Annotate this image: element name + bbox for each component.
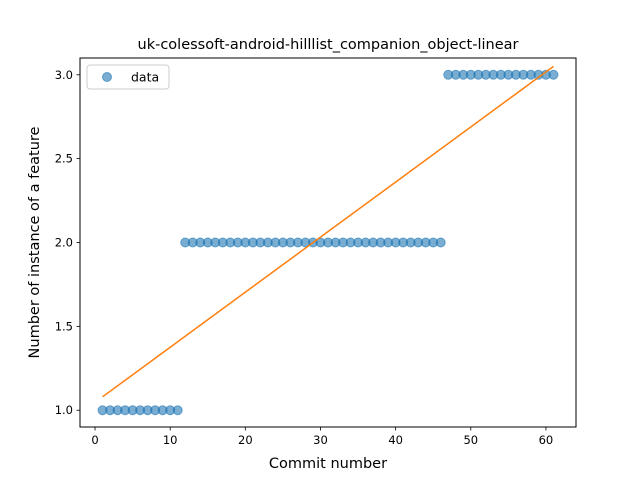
x-tick-label: 50: [463, 433, 478, 447]
y-tick-label: 1.0: [55, 403, 73, 417]
legend: data: [86, 64, 170, 90]
legend-marker-data: [102, 72, 112, 82]
x-tick-label: 10: [163, 433, 178, 447]
legend-box: [86, 64, 170, 90]
x-tick-label: 60: [539, 433, 554, 447]
plot-area: [97, 65, 559, 416]
axis-ticks: 0 10 20 30 40 50 60 1.0 1.5 2.0 2.5 3.0: [55, 68, 554, 447]
data-point: [548, 69, 559, 80]
data-point: [435, 237, 446, 248]
x-tick-label: 20: [238, 433, 253, 447]
y-tick-label: 2.5: [55, 152, 73, 166]
x-tick-label: 0: [91, 433, 98, 447]
fit-line: [102, 65, 554, 398]
x-tick-label: 40: [388, 433, 403, 447]
x-axis-label: Commit number: [269, 456, 387, 472]
y-tick-label: 2.0: [55, 236, 73, 250]
y-tick-label: 1.5: [55, 319, 73, 333]
chart-title: uk-colessoft-android-hilllist_companion_…: [138, 37, 519, 53]
y-axis-label: Number of instance of a feature: [27, 126, 43, 358]
legend-label-data: data: [131, 70, 159, 85]
data-point: [172, 405, 183, 416]
x-tick-label: 30: [313, 433, 328, 447]
y-tick-label: 3.0: [55, 68, 73, 82]
